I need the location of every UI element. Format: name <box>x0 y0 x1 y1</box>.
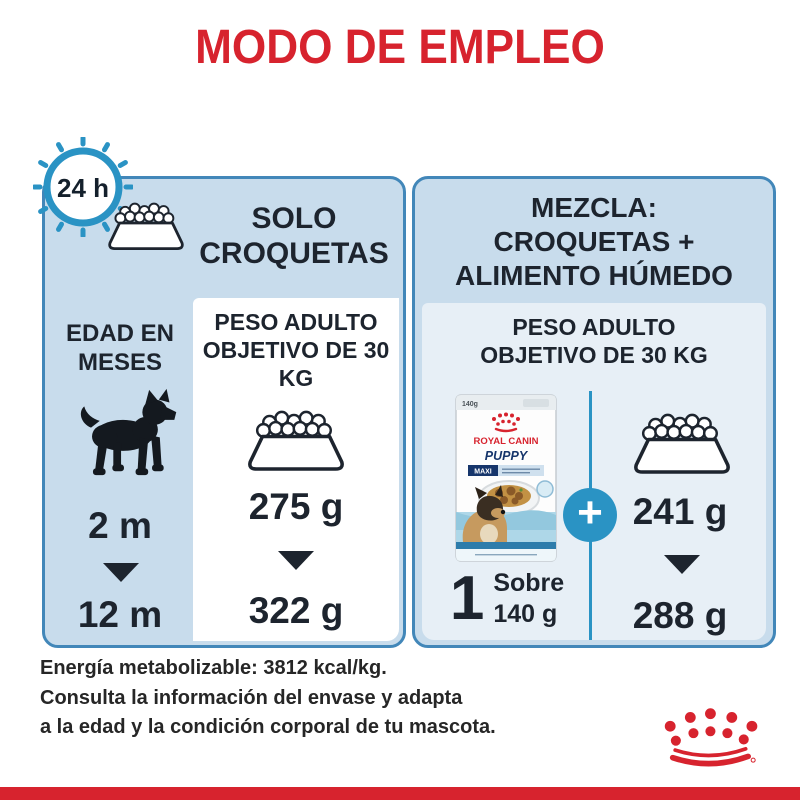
wet-food-pouch-image: 140g ROYAL CANIN PUPPY MAXI <box>455 393 557 563</box>
mix-kibble-start-value: 241 g <box>632 491 728 532</box>
kibble-only-amount-box: PESO ADULTO OBJETIVO DE 30 KG 275 g 322 … <box>193 298 399 641</box>
clock-label: 24 h <box>56 173 110 203</box>
down-arrow-icon <box>278 551 314 570</box>
mix-kibble-end-value: 288 g <box>632 595 728 636</box>
solo-croquetas-title: SOLO CROQUETAS <box>199 202 389 270</box>
sachet-quantity: 1 Sobre 140 g <box>426 567 588 631</box>
clock-24h-icon: 24 h <box>33 137 133 237</box>
pouch-size: MAXI <box>474 469 492 476</box>
page-title: MODO DE EMPLEO <box>195 21 605 74</box>
pouch-crown-icon <box>492 412 520 426</box>
mix-amount-box: PESO ADULTO OBJETIVO DE 30 KG + 140g <box>422 303 766 640</box>
sachet-count: 1 <box>449 564 485 633</box>
footer-line: Consulta la información del envase y ada… <box>40 686 463 709</box>
down-arrow-icon <box>664 555 700 574</box>
footer-note: Energía metabolizable: 3812 kcal/kg. Con… <box>40 654 496 743</box>
panel-mezcla: MEZCLA: CROQUETAS + ALIMENTO HÚMEDO PESO… <box>412 176 776 648</box>
royal-canin-crown-logo <box>656 686 790 774</box>
kibble-start-value: 275 g <box>248 486 344 527</box>
pouch-range: PUPPY <box>485 449 529 463</box>
sachet-unit-label: Sobre 140 g <box>493 569 565 628</box>
target-weight-header: PESO ADULTO OBJETIVO DE 30 KG <box>480 314 708 368</box>
kibble-bowl-icon <box>98 199 194 255</box>
pouch-brand: ROYAL CANIN <box>474 436 539 447</box>
age-start-value: 2 m <box>88 505 152 546</box>
plus-icon: + <box>563 488 617 542</box>
bottom-red-bar <box>0 787 800 800</box>
clock-face <box>33 137 133 237</box>
pouch-weight-label: 140g <box>462 401 478 408</box>
kibble-end-value: 322 g <box>248 590 344 631</box>
age-column-header: EDAD EN MESES <box>65 320 174 376</box>
puppy-silhouette-icon <box>67 387 179 479</box>
panel-solo-croquetas: SOLO CROQUETAS EDAD EN MESES <box>42 176 406 648</box>
footer-line: a la edad y la condición corporal de tu … <box>40 716 496 738</box>
mezcla-title: MEZCLA: CROQUETAS + ALIMENTO HÚMEDO <box>455 192 733 291</box>
footer-line: Energía metabolizable: 3812 kcal/kg. <box>40 657 387 679</box>
pouch-puppy-image <box>462 485 507 544</box>
down-arrow-icon <box>103 563 139 582</box>
age-end-value: 12 m <box>77 594 163 635</box>
kibble-bowl-icon <box>235 406 357 477</box>
target-weight-header: PESO ADULTO OBJETIVO DE 30 KG <box>202 309 390 391</box>
kibble-bowl-icon <box>621 409 743 480</box>
